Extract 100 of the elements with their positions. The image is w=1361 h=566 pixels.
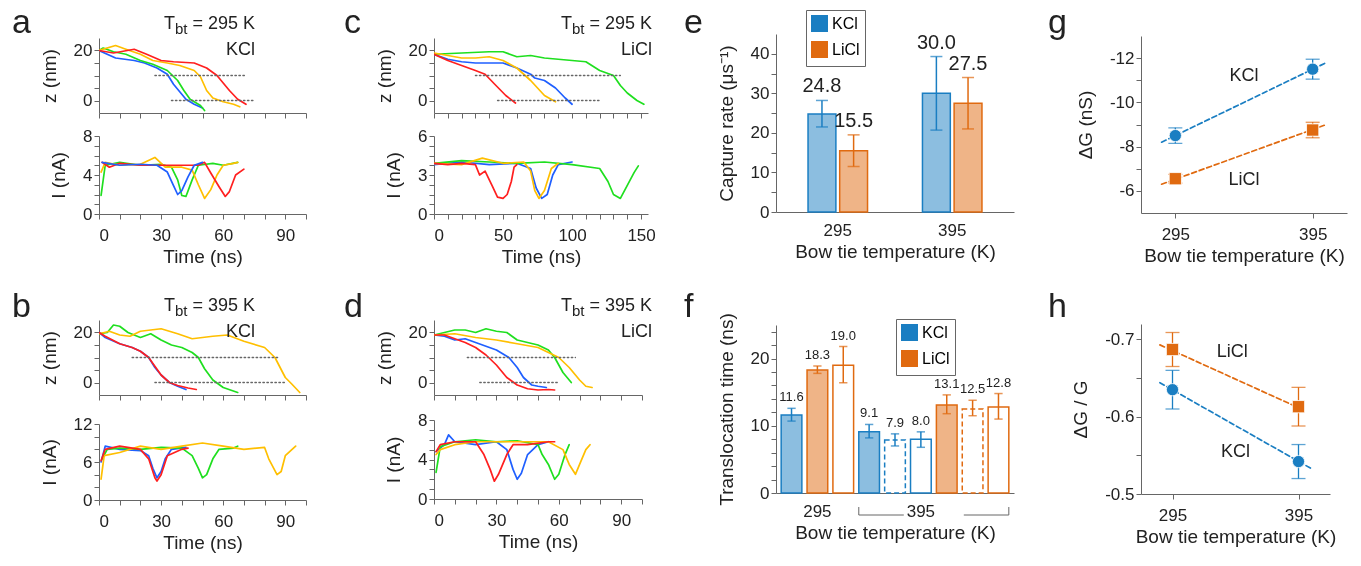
y-tick-label: -12 <box>1109 48 1135 68</box>
y-tick-label: 0 <box>83 91 93 110</box>
y-tick-label: 0 <box>418 204 428 224</box>
x-tick-label: 60 <box>549 510 569 530</box>
y-tick-label: 10 <box>750 416 770 436</box>
x-tick-label: 90 <box>276 511 296 531</box>
y-tick-label: 0 <box>418 91 428 110</box>
x-tick-label: 395 <box>1284 505 1314 525</box>
data-label: 13.1 <box>934 375 960 391</box>
y-axis-title: I (nA) <box>383 436 405 484</box>
y-tick-label: 0 <box>418 373 428 392</box>
x-tick-label: 30 <box>152 511 172 531</box>
x-tick-label: 295 <box>1161 224 1191 244</box>
y-axis-title: z (nm) <box>373 331 395 385</box>
y-tick-label: 10 <box>750 162 770 182</box>
legend-label: KCl <box>832 14 858 32</box>
data-label: 24.8 <box>802 74 842 97</box>
x-tick-label: 0 <box>99 225 109 245</box>
chart-title: h <box>1048 286 1067 324</box>
annotation: KCl <box>225 38 255 62</box>
y-tick-label: 4 <box>418 450 428 469</box>
y-tick-label: 0 <box>83 204 93 224</box>
x-tick-label: 90 <box>612 510 632 530</box>
y-tick-label: 8 <box>418 410 428 430</box>
y-axis-title: I (nA) <box>48 152 70 199</box>
x-tick-label: 295 <box>823 220 852 240</box>
y-axis-title: ΔG (nS) <box>1074 90 1096 160</box>
y-tick-label: 0 <box>760 483 770 503</box>
text: T$_{bt}$ = 395 K <box>163 294 255 321</box>
y-tick-label: 20 <box>408 323 428 342</box>
y-tick-label: 6 <box>418 126 428 146</box>
y-tick-label: 20 <box>73 323 93 342</box>
x-tick-label: 295 <box>803 501 832 521</box>
x-tick-label: 30 <box>152 225 172 245</box>
x-axis-title: Bow tie temperature (K) <box>795 521 996 543</box>
x-axis-title: Time (ns) <box>501 245 582 267</box>
y-axis-title: z (nm) <box>38 331 60 385</box>
y-axis-title: z (nm) <box>38 49 60 103</box>
x-tick-label: 90 <box>276 225 296 245</box>
chart-title: f <box>684 286 694 324</box>
y-axis-title: I (nA) <box>38 439 60 486</box>
series-label: KCl <box>1229 65 1259 86</box>
y-axis-title: Capture rate (μs⁻¹) <box>715 45 737 202</box>
x-axis-title: Bow tie temperature (K) <box>1144 244 1345 266</box>
x-tick-label: 150 <box>627 225 656 245</box>
data-label: 27.5 <box>948 51 988 74</box>
y-tick-label: 8 <box>83 126 93 146</box>
y-axis-title: ΔG / G <box>1070 380 1092 439</box>
legend-label: LiCl <box>922 349 950 367</box>
chart-title: e <box>684 2 703 40</box>
y-tick-label: -8 <box>1119 137 1135 157</box>
series-label: LiCl <box>1216 340 1248 361</box>
y-tick-label: 20 <box>750 123 770 143</box>
x-tick-label: 395 <box>1298 224 1328 244</box>
data-label: 19.0 <box>830 327 856 343</box>
y-axis-title: z (nm) <box>373 49 395 103</box>
chart-title: b <box>12 286 31 324</box>
y-tick-label: 20 <box>408 41 428 60</box>
data-label: 11.6 <box>779 389 804 405</box>
data-label: 12.5 <box>959 381 986 397</box>
y-axis-title: I (nA) <box>383 152 405 199</box>
x-tick-label: 60 <box>214 225 234 245</box>
x-tick-label: 0 <box>99 511 109 531</box>
x-tick-label: 395 <box>906 501 936 521</box>
y-tick-label: 20 <box>750 349 770 369</box>
x-tick-label: 100 <box>558 225 587 245</box>
x-tick-label: 395 <box>938 220 967 240</box>
x-tick-label: 0 <box>434 510 444 530</box>
data-label: 12.8 <box>985 374 1012 390</box>
x-tick-label: 30 <box>487 510 507 530</box>
y-tick-label: 4 <box>83 165 93 185</box>
y-axis-title: Translocation time (ns) <box>715 313 737 506</box>
y-tick-label: 3 <box>418 165 428 185</box>
x-axis-title: Time (ns) <box>163 245 243 267</box>
data-label: 9.1 <box>860 405 879 421</box>
x-axis-title: Time (ns) <box>498 530 579 552</box>
chart-title: g <box>1048 2 1067 40</box>
x-axis-title: Bow tie temperature (K) <box>795 240 996 262</box>
data-label: 8.0 <box>911 412 930 428</box>
annotation: LiCl <box>620 320 652 344</box>
y-tick-label: -10 <box>1109 92 1135 112</box>
y-tick-label: -0.6 <box>1105 407 1135 427</box>
y-tick-label: 20 <box>73 41 93 60</box>
legend-label: KCl <box>922 323 948 341</box>
data-label: 18.3 <box>804 346 831 362</box>
x-tick-label: 60 <box>214 511 234 531</box>
legend-label: LiCl <box>832 40 860 58</box>
annotation: LiCl <box>620 38 652 62</box>
annotation: KCl <box>225 320 255 344</box>
text: T$_{bt}$ = 295 K <box>163 12 255 39</box>
data-label: 7.9 <box>885 414 905 430</box>
series-label: LiCl <box>1228 169 1260 190</box>
y-tick-label: -0.7 <box>1105 329 1135 349</box>
text: T$_{bt}$ = 395 K <box>560 294 652 321</box>
chart-title: a <box>12 2 31 40</box>
y-tick-label: 6 <box>83 452 93 472</box>
text: T$_{bt}$ = 295 K <box>560 12 652 39</box>
x-tick-label: 0 <box>434 225 444 245</box>
data-label: 30.0 <box>916 30 956 53</box>
y-tick-label: 40 <box>750 44 770 64</box>
